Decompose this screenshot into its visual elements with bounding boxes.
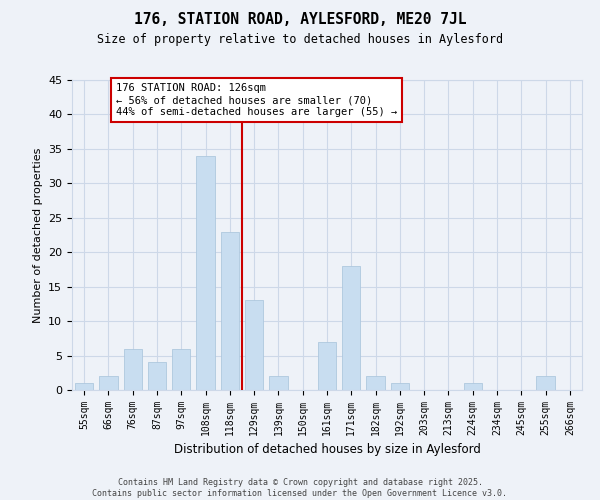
Y-axis label: Number of detached properties: Number of detached properties	[32, 148, 43, 322]
Bar	[148, 362, 166, 390]
Bar	[269, 376, 287, 390]
Bar	[536, 376, 554, 390]
Bar	[391, 383, 409, 390]
Bar	[124, 348, 142, 390]
Bar	[464, 383, 482, 390]
Text: Size of property relative to detached houses in Aylesford: Size of property relative to detached ho…	[97, 32, 503, 46]
Bar	[100, 376, 118, 390]
Bar	[75, 383, 93, 390]
Bar	[245, 300, 263, 390]
Bar	[172, 348, 190, 390]
Text: Contains HM Land Registry data © Crown copyright and database right 2025.
Contai: Contains HM Land Registry data © Crown c…	[92, 478, 508, 498]
Bar	[342, 266, 361, 390]
Bar	[367, 376, 385, 390]
Text: 176, STATION ROAD, AYLESFORD, ME20 7JL: 176, STATION ROAD, AYLESFORD, ME20 7JL	[134, 12, 466, 28]
Bar	[318, 342, 336, 390]
Bar	[221, 232, 239, 390]
X-axis label: Distribution of detached houses by size in Aylesford: Distribution of detached houses by size …	[173, 444, 481, 456]
Bar	[196, 156, 215, 390]
Text: 176 STATION ROAD: 126sqm
← 56% of detached houses are smaller (70)
44% of semi-d: 176 STATION ROAD: 126sqm ← 56% of detach…	[116, 84, 397, 116]
